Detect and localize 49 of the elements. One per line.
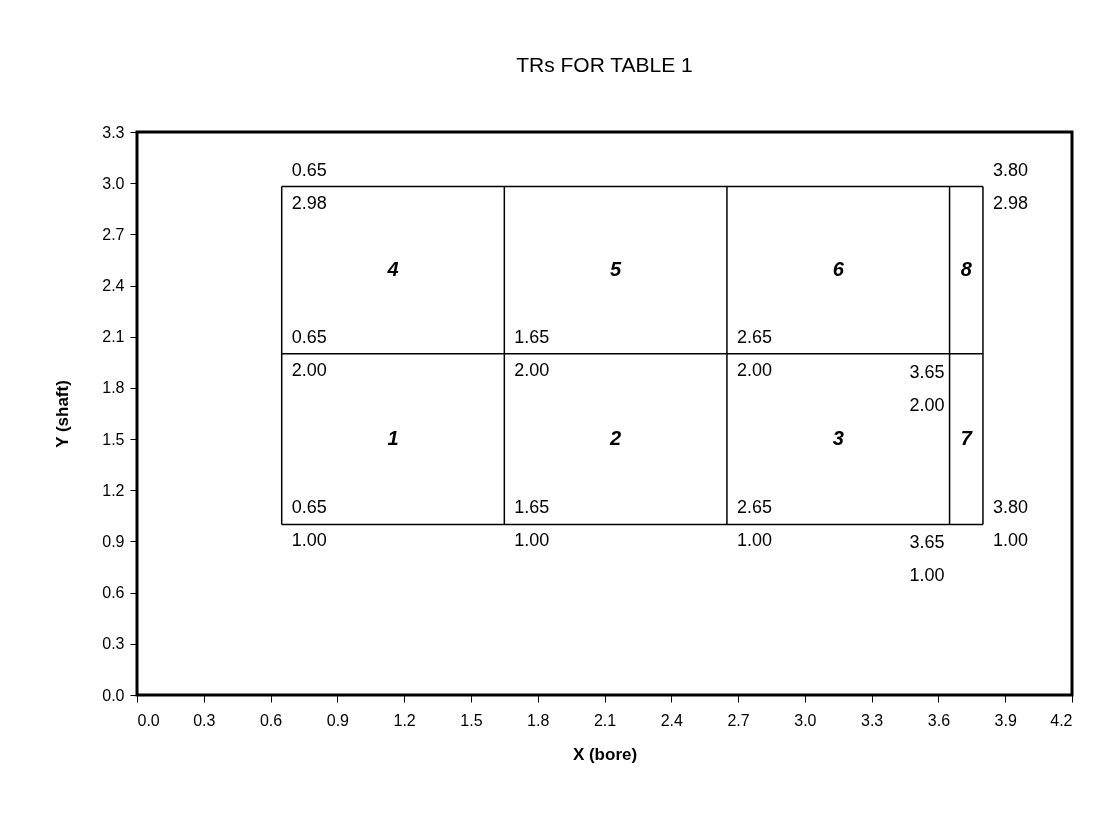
x-tick-label: 1.5 — [460, 711, 483, 729]
y-tick-label: 2.7 — [102, 225, 125, 243]
data-label: 1.65 2.00 — [514, 326, 550, 380]
data-label: 1.65 1.00 — [514, 497, 550, 551]
data-label: 0.65 2.98 — [291, 159, 327, 213]
y-tick-label: 2.1 — [102, 328, 125, 346]
y-tick-label: 0.3 — [102, 635, 125, 653]
x-tick-label: 2.4 — [660, 711, 683, 729]
x-tick-label: 3.0 — [794, 711, 817, 729]
annotation: 8 — [960, 258, 973, 281]
x-axis-title: X (bore) — [572, 744, 638, 764]
x-tick-label: 1.8 — [527, 711, 550, 729]
data-label: 3.80 2.98 — [992, 159, 1028, 213]
data-label: 2.65 2.00 — [736, 326, 772, 380]
y-tick-label: 2.4 — [102, 277, 125, 295]
x-tick-label: 2.7 — [727, 711, 750, 729]
y-tick-label: 3.0 — [102, 174, 125, 192]
x-tick-label: 0.0 — [137, 711, 160, 729]
y-tick-label: 1.2 — [102, 481, 125, 499]
annotation: 6 — [832, 258, 845, 281]
data-label: 3.65 1.00 — [909, 532, 945, 586]
x-tick-label: 2.1 — [593, 711, 617, 729]
data-label: 2.65 1.00 — [736, 497, 772, 551]
data-label: 0.65 2.00 — [291, 326, 327, 380]
annotation: 4 — [386, 258, 399, 281]
data-label: 3.80 1.00 — [992, 497, 1028, 551]
x-tick-label: 4.2 — [1050, 711, 1073, 729]
x-tick-label: 3.6 — [927, 711, 951, 729]
y-tick-label: 0.9 — [102, 532, 125, 550]
x-tick-label: 0.6 — [259, 711, 283, 729]
annotation: 2 — [609, 427, 622, 450]
x-tick-label: 0.9 — [326, 711, 350, 729]
y-tick-label: 1.8 — [102, 379, 125, 397]
y-tick-label: 1.5 — [102, 430, 125, 448]
data-label: 3.65 2.00 — [909, 361, 945, 415]
annotation: 7 — [960, 427, 973, 450]
y-axis-title: Y (shaft) — [53, 380, 73, 448]
annotation: 3 — [832, 427, 844, 450]
chart-title: TRs FOR TABLE 1 — [516, 53, 693, 76]
annotation: 5 — [610, 258, 623, 281]
x-tick-label: 3.3 — [861, 711, 884, 729]
y-tick-label: 0.6 — [102, 584, 125, 602]
y-tick-label: 3.3 — [102, 123, 125, 141]
data-label: 0.65 1.00 — [291, 497, 327, 551]
annotation: 1 — [387, 427, 399, 450]
y-tick-label: 0.0 — [102, 686, 125, 704]
x-tick-label: 1.2 — [393, 711, 416, 729]
x-tick-label: 0.3 — [193, 711, 216, 729]
x-tick-label: 3.9 — [994, 711, 1017, 729]
